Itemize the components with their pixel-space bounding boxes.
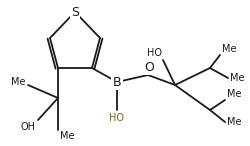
Text: Me: Me (229, 73, 244, 83)
Text: Me: Me (60, 131, 74, 141)
Text: Me: Me (221, 44, 236, 54)
Text: Me: Me (226, 89, 240, 99)
Text: B: B (112, 75, 121, 88)
Text: S: S (71, 6, 79, 19)
Text: Me: Me (226, 117, 240, 127)
Text: HO: HO (146, 48, 161, 58)
Text: HO: HO (109, 113, 124, 123)
Text: O: O (144, 61, 153, 74)
Text: OH: OH (21, 122, 36, 132)
Text: Me: Me (12, 77, 26, 87)
